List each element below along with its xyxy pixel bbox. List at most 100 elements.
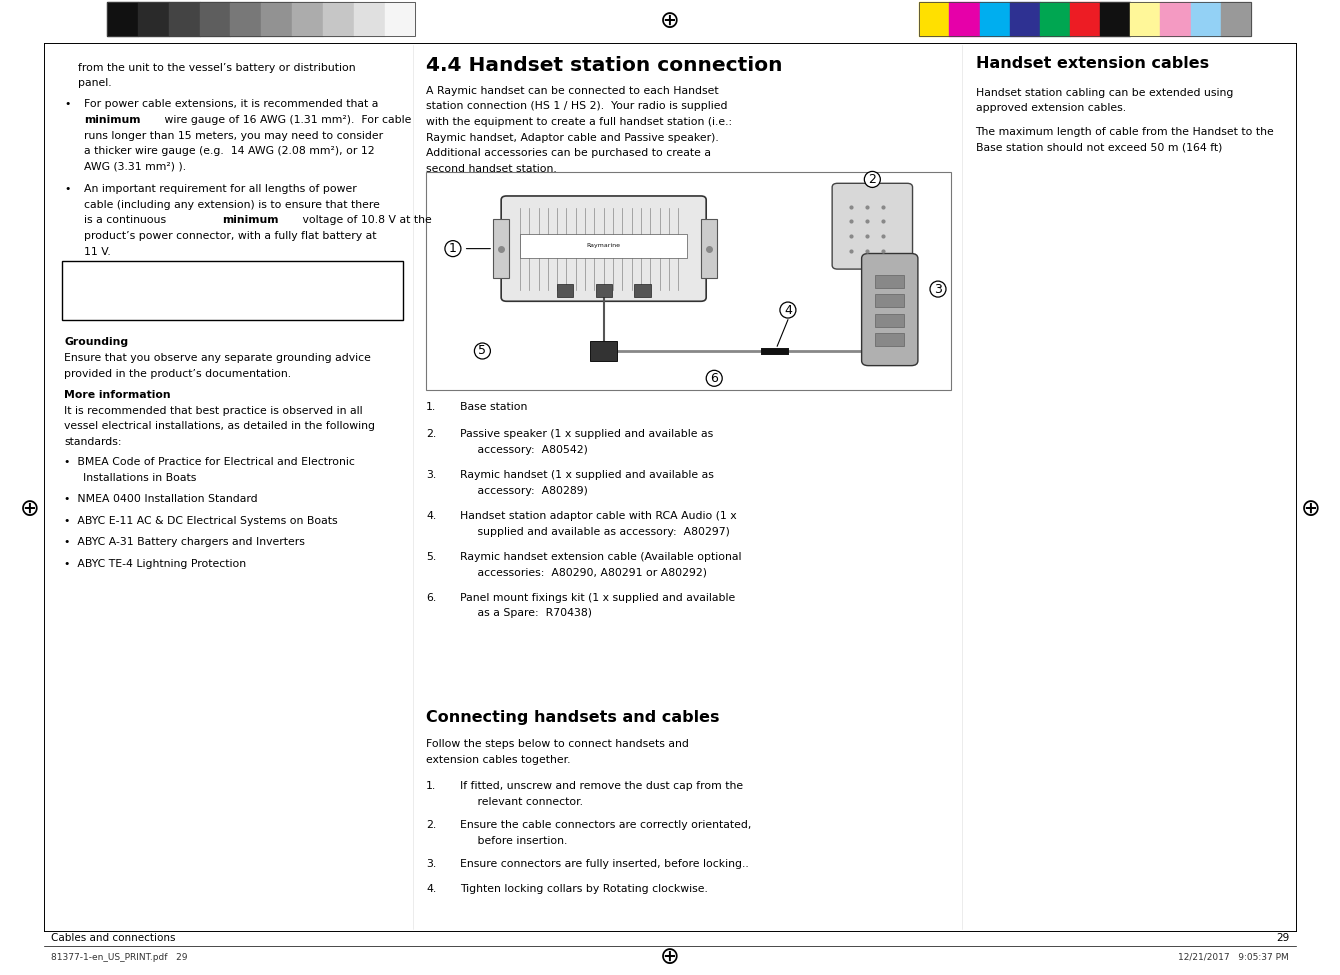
Bar xyxy=(138,2,169,35)
Bar xyxy=(701,219,717,278)
Bar xyxy=(107,2,415,35)
Text: A Raymic handset can be connected to each Handset: A Raymic handset can be connected to eac… xyxy=(426,86,718,96)
Text: relevant connector.: relevant connector. xyxy=(460,797,583,806)
Text: accessory:  A80289): accessory: A80289) xyxy=(460,486,587,495)
Text: Tighten locking collars by Rotating clockwise.: Tighten locking collars by Rotating cloc… xyxy=(460,884,708,894)
Text: 1.: 1. xyxy=(426,781,437,791)
Bar xyxy=(1040,2,1069,35)
Text: 4.4 Handset station connection: 4.4 Handset station connection xyxy=(426,56,783,74)
Text: 2.: 2. xyxy=(426,429,437,439)
Text: For power cable extensions, it is recommended that a: For power cable extensions, it is recomm… xyxy=(84,99,379,109)
Text: 4: 4 xyxy=(784,303,792,317)
Text: peaks at certain times, which may impact the voltage: peaks at certain times, which may impact… xyxy=(72,296,367,306)
Bar xyxy=(875,294,904,307)
Bar xyxy=(1131,2,1160,35)
Bar xyxy=(1191,2,1221,35)
Text: The maximum length of cable from the Handset to the: The maximum length of cable from the Han… xyxy=(976,127,1274,136)
Text: 3.: 3. xyxy=(426,470,437,480)
Text: Base station: Base station xyxy=(460,402,527,411)
Text: Passive speaker (1 x supplied and available as: Passive speaker (1 x supplied and availa… xyxy=(460,429,713,439)
Text: as a Spare:  R70438): as a Spare: R70438) xyxy=(460,608,592,618)
Text: •  ABYC A-31 Battery chargers and Inverters: • ABYC A-31 Battery chargers and Inverte… xyxy=(64,537,306,547)
Text: Base station should not exceed 50 m (164 ft): Base station should not exceed 50 m (164… xyxy=(976,142,1222,152)
FancyBboxPatch shape xyxy=(501,196,706,301)
Bar xyxy=(875,275,904,288)
Text: 5.: 5. xyxy=(426,552,437,562)
Text: AWG (3.31 mm²) ).: AWG (3.31 mm²) ). xyxy=(84,162,186,172)
Text: Follow the steps below to connect handsets and: Follow the steps below to connect handse… xyxy=(426,739,689,749)
Bar xyxy=(875,314,904,327)
FancyBboxPatch shape xyxy=(62,261,403,320)
Bar xyxy=(1221,2,1250,35)
Text: Connecting handsets and cables: Connecting handsets and cables xyxy=(426,710,720,724)
Bar xyxy=(1010,2,1040,35)
Bar xyxy=(1100,2,1131,35)
Text: An important requirement for all lengths of power: An important requirement for all lengths… xyxy=(84,184,358,194)
FancyBboxPatch shape xyxy=(862,254,918,366)
Text: a thicker wire gauge (e.g.  14 AWG (2.08 mm²), or 12: a thicker wire gauge (e.g. 14 AWG (2.08 … xyxy=(84,146,375,156)
Text: 1.: 1. xyxy=(426,402,437,411)
Bar xyxy=(949,2,980,35)
Text: 2: 2 xyxy=(868,173,876,186)
Bar xyxy=(557,284,574,297)
Text: 5: 5 xyxy=(478,344,486,358)
Text: Grounding: Grounding xyxy=(64,337,129,347)
Text: Cables and connections: Cables and connections xyxy=(51,933,176,943)
Text: cable (including any extension) is to ensure that there: cable (including any extension) is to en… xyxy=(84,200,381,210)
Text: Handset station cabling can be extended using: Handset station cabling can be extended … xyxy=(976,88,1233,98)
Text: Raymic handset extension cable (Available optional: Raymic handset extension cable (Availabl… xyxy=(460,552,741,562)
Bar xyxy=(230,2,261,35)
Text: Ensure that you observe any separate grounding advice: Ensure that you observe any separate gro… xyxy=(64,353,371,363)
Bar xyxy=(590,341,616,361)
Text: 29: 29 xyxy=(1276,933,1289,943)
Text: 81377-1-en_US_PRINT.pdf   29: 81377-1-en_US_PRINT.pdf 29 xyxy=(51,953,188,962)
Bar xyxy=(426,172,951,390)
Text: Handset station adaptor cable with RCA Audio (1 x: Handset station adaptor cable with RCA A… xyxy=(460,511,736,521)
Text: Handset extension cables: Handset extension cables xyxy=(976,56,1209,70)
Text: provided in the product’s documentation.: provided in the product’s documentation. xyxy=(64,369,291,378)
Text: wire gauge of 16 AWG (1.31 mm²).  For cable: wire gauge of 16 AWG (1.31 mm²). For cab… xyxy=(161,115,411,125)
Text: •  BMEA Code of Practice for Electrical and Electronic: • BMEA Code of Practice for Electrical a… xyxy=(64,457,355,467)
Text: 3.: 3. xyxy=(426,859,437,869)
Text: Raymic handset (1 x supplied and available as: Raymic handset (1 x supplied and availab… xyxy=(460,470,713,480)
Text: vessel electrical installations, as detailed in the following: vessel electrical installations, as deta… xyxy=(64,421,375,431)
Text: second handset station.: second handset station. xyxy=(426,164,557,174)
Text: extension cables together.: extension cables together. xyxy=(426,755,571,764)
Text: voltage of 10.8 V at the: voltage of 10.8 V at the xyxy=(299,215,431,225)
Text: Ensure connectors are fully inserted, before locking..: Ensure connectors are fully inserted, be… xyxy=(460,859,748,869)
Bar xyxy=(385,2,415,35)
Text: product’s power connector, with a fully flat battery at: product’s power connector, with a fully … xyxy=(84,231,377,241)
Bar xyxy=(107,2,138,35)
Text: 3: 3 xyxy=(934,283,942,295)
Text: Installations in Boats: Installations in Boats xyxy=(83,473,197,483)
Text: approved extension cables.: approved extension cables. xyxy=(976,103,1126,113)
Text: Important:: Important: xyxy=(72,267,138,277)
Bar xyxy=(919,2,1252,35)
Text: system (such as sonar modules) can create voltage: system (such as sonar modules) can creat… xyxy=(72,282,354,292)
Text: Raymarine: Raymarine xyxy=(587,243,620,249)
Text: panel.: panel. xyxy=(78,78,111,88)
Text: with the equipment to create a full handset station (i.e.:: with the equipment to create a full hand… xyxy=(426,117,732,127)
Text: •: • xyxy=(64,184,71,194)
Text: •  ABYC TE-4 Lightning Protection: • ABYC TE-4 Lightning Protection xyxy=(64,559,247,568)
Text: before insertion.: before insertion. xyxy=(460,836,567,845)
Text: is a continuous: is a continuous xyxy=(84,215,170,225)
Text: 6: 6 xyxy=(710,371,718,385)
Text: 4.: 4. xyxy=(426,511,437,521)
Bar xyxy=(635,284,651,297)
Bar xyxy=(1069,2,1100,35)
Text: 12/21/2017   9:05:37 PM: 12/21/2017 9:05:37 PM xyxy=(1178,953,1289,962)
Text: ⊕: ⊕ xyxy=(20,497,39,521)
Bar xyxy=(875,333,904,346)
Bar xyxy=(323,2,354,35)
Text: 11 V.: 11 V. xyxy=(84,247,111,256)
Text: ⊕: ⊕ xyxy=(1301,497,1320,521)
Text: 4.: 4. xyxy=(426,884,437,894)
Text: Additional accessories can be purchased to create a: Additional accessories can be purchased … xyxy=(426,148,712,158)
Text: •  NMEA 0400 Installation Standard: • NMEA 0400 Installation Standard xyxy=(64,494,257,504)
Text: ⊕: ⊕ xyxy=(661,10,679,33)
Text: supplied and available as accessory:  A80297): supplied and available as accessory: A80… xyxy=(460,526,729,536)
Text: Raymic handset, Adaptor cable and Passive speaker).: Raymic handset, Adaptor cable and Passiv… xyxy=(426,133,718,142)
Bar xyxy=(595,284,611,297)
Text: More information: More information xyxy=(64,390,172,400)
